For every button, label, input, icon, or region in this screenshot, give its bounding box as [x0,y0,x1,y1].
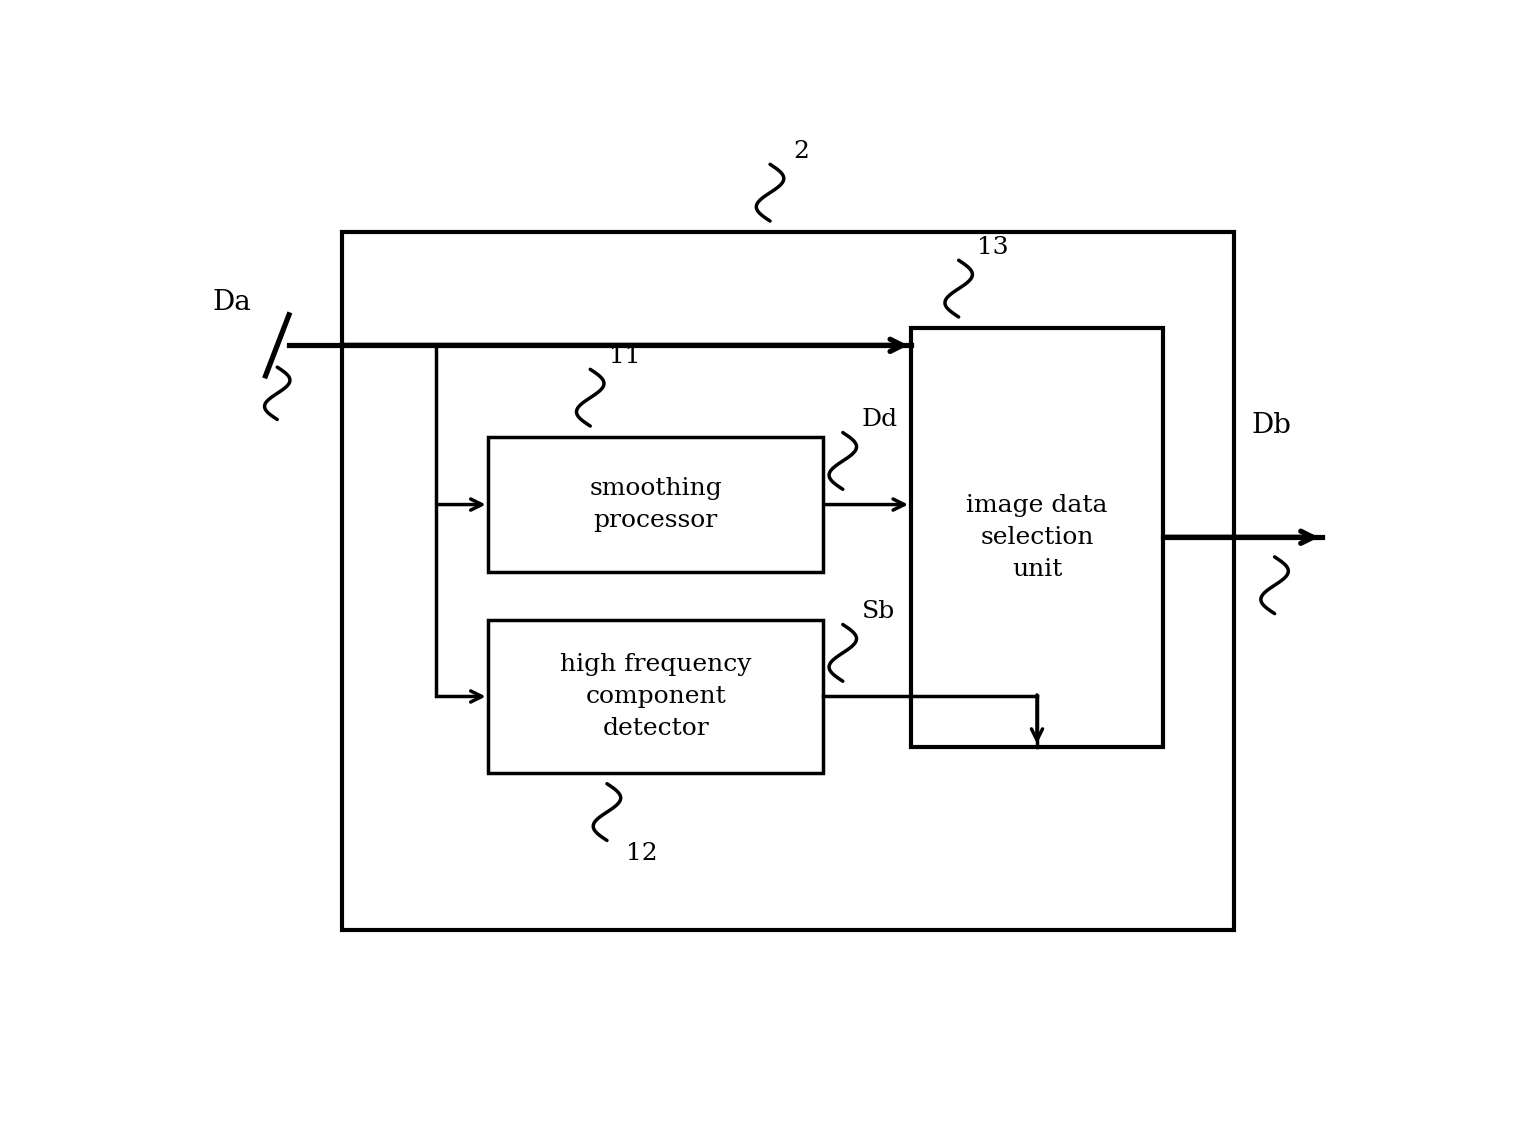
Text: Dd: Dd [861,408,898,431]
Text: high frequency
component
detector: high frequency component detector [560,653,751,740]
Bar [489,620,824,773]
Text: Sb: Sb [861,600,895,623]
Text: Da: Da [212,289,251,316]
Text: 12: 12 [625,842,657,866]
Text: 13: 13 [978,236,1008,258]
Text: smoothing
processor: smoothing processor [589,477,722,533]
Bar [342,232,1234,930]
Text: 11: 11 [609,344,640,368]
Bar [911,327,1163,747]
Text: image data
selection
unit: image data selection unit [966,494,1108,581]
Bar [489,437,824,572]
Text: Db: Db [1251,411,1291,438]
Text: 2: 2 [793,139,810,163]
